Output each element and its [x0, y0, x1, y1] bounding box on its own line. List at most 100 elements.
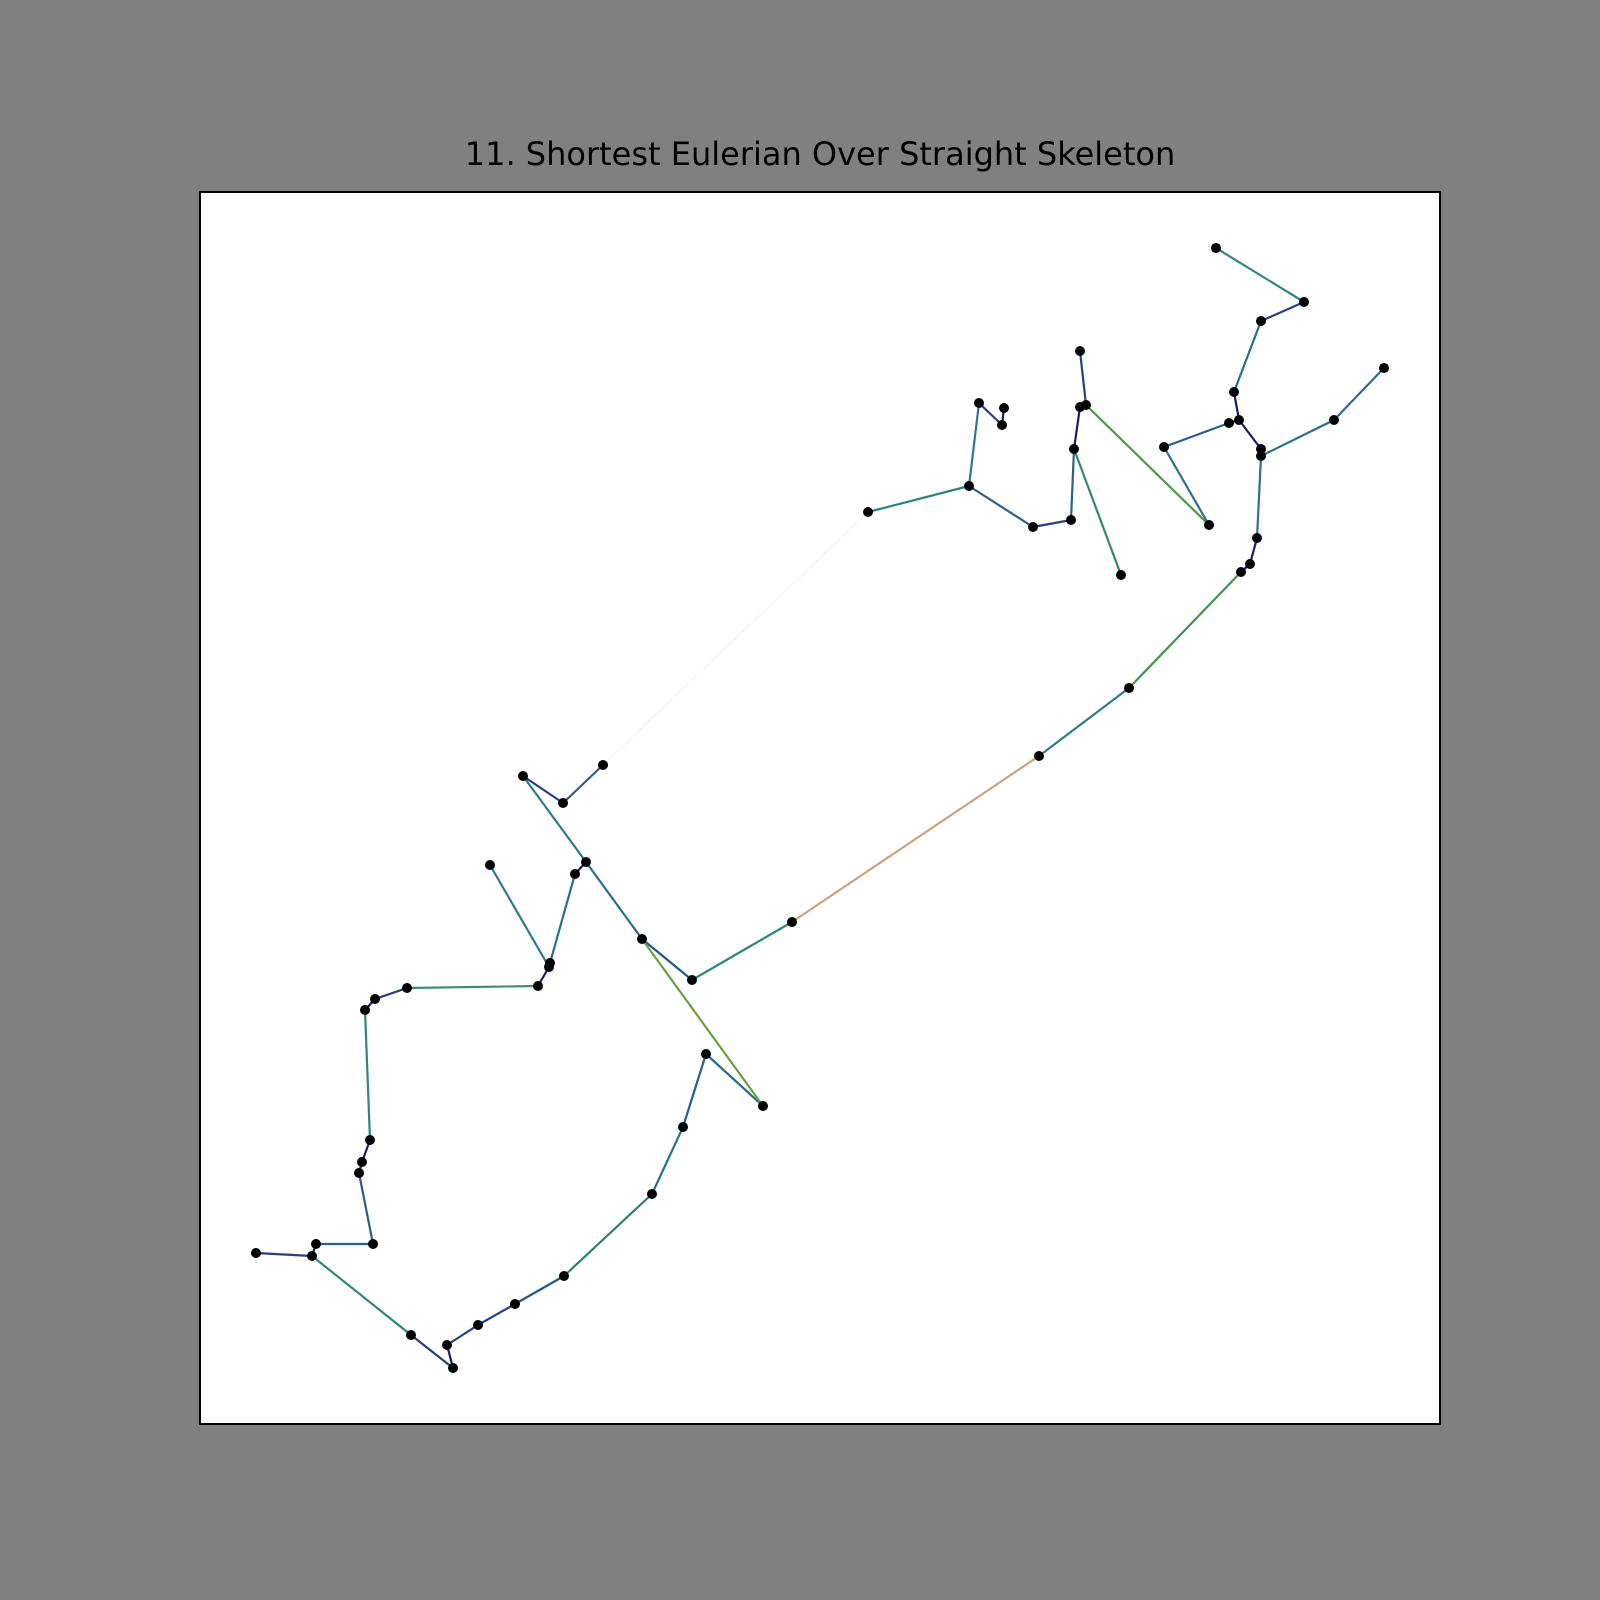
- graph-edge-47: [357, 1171, 375, 1246]
- graph-node-n58: [647, 1189, 657, 1199]
- graph-node-n40: [544, 962, 554, 972]
- graph-edge-35: [521, 774, 565, 805]
- graph-node-n57: [559, 1271, 569, 1281]
- graph-node-n43: [370, 994, 380, 1004]
- graph-node-n04: [1229, 387, 1239, 397]
- graph-edge-42: [373, 986, 409, 1001]
- graph-edge-40: [488, 863, 551, 969]
- graph-edge-37: [548, 872, 577, 965]
- graph-node-n22: [1116, 570, 1126, 580]
- graph-node-n08: [1256, 444, 1266, 454]
- graph-edge-3: [1232, 319, 1263, 394]
- graph-node-n11: [1379, 363, 1389, 373]
- graph-edge-23: [967, 401, 981, 488]
- graph-edge-9: [1259, 418, 1336, 458]
- graph-node-n23: [974, 398, 984, 408]
- graph-edge-41: [405, 984, 540, 990]
- graph-node-n24: [999, 403, 1009, 413]
- graph-edge-36: [561, 763, 605, 805]
- graph-node-n34: [570, 869, 580, 879]
- graph-node-n14: [1245, 559, 1255, 569]
- graph-edge-1: [1214, 246, 1306, 304]
- graph-node-n35: [598, 760, 608, 770]
- graph-node-n27: [863, 507, 873, 517]
- graph-nodes: [251, 243, 1389, 1373]
- graph-node-n30: [787, 917, 797, 927]
- graph-node-n01: [1211, 243, 1221, 253]
- graph-node-n61: [758, 1101, 768, 1111]
- graph-node-n49: [311, 1239, 321, 1249]
- graph-node-n60: [701, 1049, 711, 1059]
- graph-node-n10: [1329, 415, 1339, 425]
- graph-edge-21: [1084, 403, 1211, 527]
- graph-node-n21: [1028, 522, 1038, 532]
- graph-edge-28: [1037, 686, 1131, 758]
- graph-node-n19: [1069, 444, 1079, 454]
- graph-node-n12: [1204, 520, 1214, 530]
- graph-node-n42: [402, 983, 412, 993]
- graph-edge-15: [1078, 349, 1088, 407]
- graph-edge-6: [1162, 421, 1231, 449]
- graph-node-n15: [1236, 567, 1246, 577]
- graph-node-n52: [406, 1330, 416, 1340]
- graph-edge-29: [790, 754, 1041, 924]
- graph-edge-44: [363, 1008, 372, 1142]
- graph-node-n54: [448, 1363, 458, 1373]
- graph-node-n13: [1252, 533, 1262, 543]
- graph-edge-51: [310, 1254, 413, 1337]
- graph-edge-55: [476, 1302, 517, 1327]
- graph-node-n02: [1299, 297, 1309, 307]
- graph-edge-58: [650, 1125, 685, 1196]
- graph-node-n48: [368, 1239, 378, 1249]
- graph-edge-30: [690, 920, 794, 982]
- graph-edge-17: [1072, 405, 1082, 451]
- graph-node-n55: [473, 1320, 483, 1330]
- graph-node-n51: [251, 1248, 261, 1258]
- graph-node-n33: [581, 857, 591, 867]
- graph-node-n29: [1034, 751, 1044, 761]
- graph-edge-62: [601, 510, 870, 767]
- graph-edge-50: [254, 1251, 314, 1258]
- graph-node-n50: [307, 1251, 317, 1261]
- axes-frame: [199, 191, 1441, 1425]
- graph-edge-19: [1031, 518, 1073, 529]
- graph-node-n44: [360, 1005, 370, 1015]
- graph-node-n37: [518, 771, 528, 781]
- graph-node-n07: [1159, 442, 1169, 452]
- graph-node-n45: [365, 1135, 375, 1145]
- graph-node-n25: [997, 420, 1007, 430]
- graph-edge-60: [704, 1052, 765, 1108]
- graph-edge-2: [1259, 300, 1306, 323]
- graph-edge-59: [681, 1052, 708, 1129]
- graph-edge-31: [640, 937, 694, 982]
- graph-edge-34: [521, 774, 588, 864]
- graph-edge-52: [409, 1333, 455, 1370]
- graph-node-n36: [558, 798, 568, 808]
- graph-node-n56: [510, 1299, 520, 1309]
- graph-node-n20: [1066, 515, 1076, 525]
- graph-node-n05: [1234, 415, 1244, 425]
- graph-edges: [254, 246, 1386, 1370]
- graph-edge-22: [967, 484, 1035, 529]
- graph-edge-54: [445, 1323, 480, 1347]
- graph-node-n26: [964, 481, 974, 491]
- graph-edge-7: [1237, 418, 1263, 451]
- chart-title: 11. Shortest Eulerian Over Straight Skel…: [464, 135, 1176, 173]
- graph-edge-32: [584, 860, 644, 941]
- graph-node-n28: [1124, 683, 1134, 693]
- graph-edge-26: [866, 484, 971, 514]
- graph-edge-61: [640, 937, 765, 1108]
- graph-node-n38: [485, 860, 495, 870]
- graph-edge-11: [1162, 445, 1211, 527]
- graph-edge-12: [1255, 454, 1263, 540]
- graph-node-n41: [533, 981, 543, 991]
- graph-node-n06: [1224, 418, 1234, 428]
- graph-node-n16: [1075, 346, 1085, 356]
- graph-node-n53: [442, 1340, 452, 1350]
- graph-node-n09: [1256, 451, 1266, 461]
- graph-node-n18: [1075, 402, 1085, 412]
- graph-edge-27: [1127, 570, 1243, 690]
- graph-edge-24: [977, 401, 1004, 427]
- graph-node-n03: [1256, 316, 1266, 326]
